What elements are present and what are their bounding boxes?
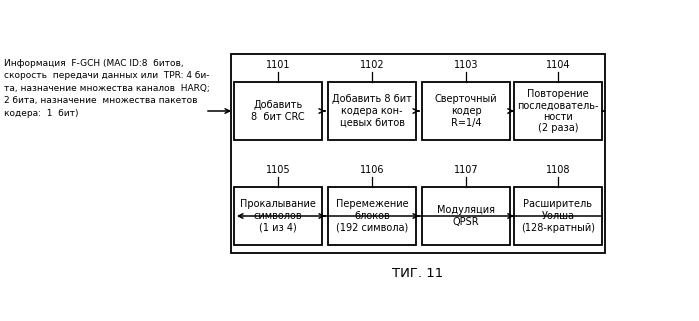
Text: 1102: 1102 <box>360 60 384 70</box>
Text: 1107: 1107 <box>454 165 478 175</box>
Text: 1105: 1105 <box>266 165 290 175</box>
Bar <box>328 187 416 245</box>
Text: Перемежение
блоков
(192 символа): Перемежение блоков (192 символа) <box>336 199 408 233</box>
Text: Добавить
8  бит CRC: Добавить 8 бит CRC <box>251 100 305 122</box>
Text: Сверточный
кодер
R=1/4: Сверточный кодер R=1/4 <box>435 94 497 128</box>
Text: 1103: 1103 <box>454 60 478 70</box>
Text: ΤИГ. 11: ΤИГ. 11 <box>392 267 444 280</box>
Bar <box>514 82 602 140</box>
Text: 2 бита, назначение  множества пакетов: 2 бита, назначение множества пакетов <box>4 97 198 106</box>
Bar <box>422 82 510 140</box>
Bar <box>328 82 416 140</box>
Text: та, назначение множества каналов  HARQ;: та, назначение множества каналов HARQ; <box>4 84 210 93</box>
Text: 1106: 1106 <box>360 165 384 175</box>
Text: 1101: 1101 <box>266 60 290 70</box>
Text: Модуляция
QPSR: Модуляция QPSR <box>437 205 495 227</box>
Text: 1108: 1108 <box>546 165 570 175</box>
Text: Прокалывание
символов
(1 из 4): Прокалывание символов (1 из 4) <box>240 199 316 233</box>
Text: Расширитель
Уолша
(128-кратный): Расширитель Уолша (128-кратный) <box>521 199 595 233</box>
Bar <box>514 187 602 245</box>
Text: 1104: 1104 <box>546 60 570 70</box>
Bar <box>422 187 510 245</box>
Text: скорость  передачи данных или  TPR: 4 би-: скорость передачи данных или TPR: 4 би- <box>4 72 210 81</box>
Bar <box>234 82 322 140</box>
Bar <box>231 54 605 253</box>
Text: Повторение
последователь-
ности
(2 раза): Повторение последователь- ности (2 раза) <box>517 89 599 134</box>
Text: Добавить 8 бит
кодера кон-
цевых битов: Добавить 8 бит кодера кон- цевых битов <box>332 94 412 128</box>
Text: Информация  F-GCH (MAC ID:8  битов,: Информация F-GCH (MAC ID:8 битов, <box>4 59 184 68</box>
Bar <box>234 187 322 245</box>
Text: кодера:  1  бит): кодера: 1 бит) <box>4 109 78 118</box>
